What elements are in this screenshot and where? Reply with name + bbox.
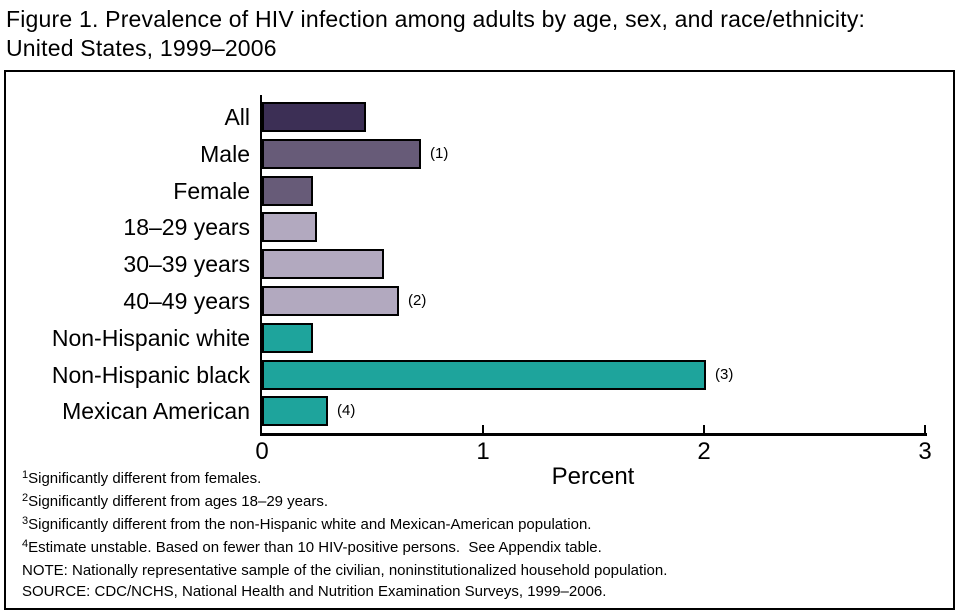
bar xyxy=(262,286,399,316)
footnote-line: 3Significantly different from the non-Hi… xyxy=(22,514,667,537)
bar-row: Mexican American (4) xyxy=(6,396,953,426)
bar-annotation: (1) xyxy=(430,145,449,162)
x-axis-tick-label-2: 2 xyxy=(697,438,711,465)
bar-row: 18–29 years xyxy=(6,212,953,242)
bar xyxy=(262,212,317,242)
x-axis-line xyxy=(260,433,927,436)
x-axis-tick-3 xyxy=(924,425,926,433)
bar xyxy=(262,249,384,279)
x-axis-tick-1 xyxy=(482,425,484,433)
bar xyxy=(262,176,313,206)
footnote-text: Estimate unstable. Based on fewer than 1… xyxy=(28,539,602,556)
bar-row: Male (1) xyxy=(6,139,953,169)
bar-row: Female xyxy=(6,176,953,206)
footnote-text: Significantly different from females. xyxy=(28,470,262,487)
bar-category-label: Non-Hispanic black xyxy=(51,362,250,388)
footnotes-block: 1Significantly different from females. 2S… xyxy=(22,468,667,602)
footnote-text: Significantly different from the non-His… xyxy=(28,516,592,533)
bar-category-label: Male xyxy=(200,141,250,167)
footnote-text: NOTE: Nationally representative sample o… xyxy=(22,562,668,579)
x-axis-title: Percent xyxy=(551,463,635,490)
bar-annotation: (3) xyxy=(715,366,734,383)
bar-category-label: 30–39 years xyxy=(123,251,250,277)
bar xyxy=(262,323,313,353)
figure-title-line1: Figure 1. Prevalence of HIV infection am… xyxy=(6,6,866,32)
y-axis-line xyxy=(260,95,262,435)
x-axis-tick-label-0: 0 xyxy=(255,438,269,465)
figure-title: Figure 1. Prevalence of HIV infection am… xyxy=(6,5,865,63)
footnote-superscript: 3 xyxy=(22,515,29,527)
chart-frame: Percent 0 1 2 3 All Male (1) Female 18–29 years 3… xyxy=(4,70,955,610)
bar-row: 30–39 years xyxy=(6,249,953,279)
bar-category-label: Mexican American xyxy=(62,398,250,424)
bar-category-label: 40–49 years xyxy=(123,288,250,314)
bar-row: All xyxy=(6,102,953,132)
bar-category-label: Non-Hispanic white xyxy=(51,325,250,351)
bar-annotation: (2) xyxy=(408,292,427,309)
footnote-superscript: 2 xyxy=(22,492,29,504)
footnote-line: 2Significantly different from ages 18–29… xyxy=(22,491,667,514)
bar-category-label: All xyxy=(224,104,250,130)
bar-row: Non-Hispanic black (3) xyxy=(6,360,953,390)
bar-annotation: (4) xyxy=(337,402,356,419)
footnote-line: 1Significantly different from females. xyxy=(22,468,667,491)
footnote-line: 4Estimate unstable. Based on fewer than … xyxy=(22,537,667,560)
bar-chart-plot: Percent 0 1 2 3 All Male (1) Female 18–29 years 3… xyxy=(6,72,953,608)
footnote-text: SOURCE: CDC/NCHS, National Health and Nu… xyxy=(22,583,607,600)
x-axis-tick-label-1: 1 xyxy=(476,438,490,465)
bar xyxy=(262,360,706,390)
footnote-superscript: 4 xyxy=(22,538,29,550)
x-axis-tick-2 xyxy=(703,425,705,433)
bar-row: 40–49 years (2) xyxy=(6,286,953,316)
bar xyxy=(262,396,328,426)
bar xyxy=(262,102,366,132)
x-axis-tick-label-3: 3 xyxy=(918,438,932,465)
bar-category-label: Female xyxy=(173,178,250,204)
bar-row: Non-Hispanic white xyxy=(6,323,953,353)
footnote-line: SOURCE: CDC/NCHS, National Health and Nu… xyxy=(22,581,667,602)
figure-title-line2: United States, 1999–2006 xyxy=(6,35,277,61)
bar xyxy=(262,139,421,169)
footnote-superscript: 1 xyxy=(22,469,29,481)
bar-category-label: 18–29 years xyxy=(123,214,250,240)
footnote-line: NOTE: Nationally representative sample o… xyxy=(22,560,667,581)
footnote-text: Significantly different from ages 18–29 … xyxy=(28,493,329,510)
